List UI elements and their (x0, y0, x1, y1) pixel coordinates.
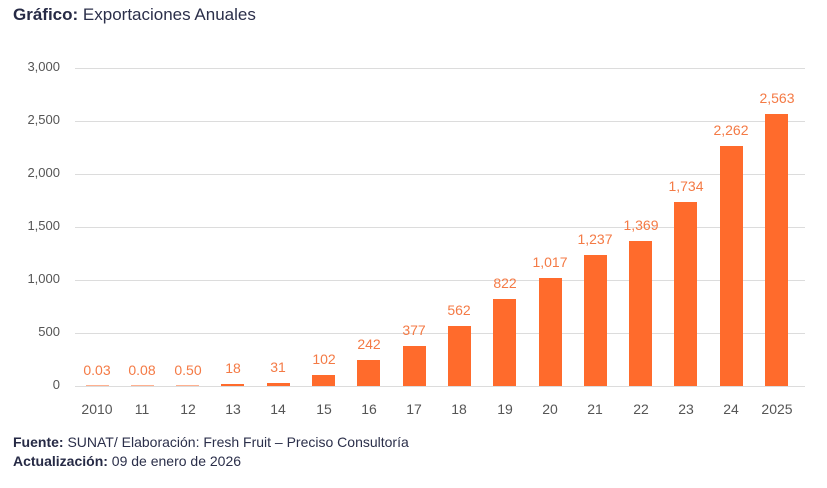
x-axis-tick-label: 18 (451, 401, 467, 417)
data-value-label: 562 (447, 302, 471, 318)
chart-title: Gráfico: Exportaciones Anuales (13, 5, 256, 25)
x-axis-tick-label: 22 (633, 401, 649, 417)
bar (131, 385, 154, 386)
data-value-label: 31 (270, 359, 286, 375)
gridline (75, 68, 805, 69)
bar (584, 255, 607, 386)
x-axis-tick-label: 11 (134, 401, 150, 417)
chart-title-prefix: Gráfico: (13, 5, 79, 24)
data-value-label: 377 (402, 322, 426, 338)
chart-title-text: Exportaciones Anuales (78, 5, 256, 24)
y-axis-tick-label: 1,500 (27, 218, 60, 233)
source-text: SUNAT/ Elaboración: Fresh Fruit – Precis… (63, 434, 409, 450)
bar (493, 299, 516, 386)
update-label: Actualización: (13, 453, 108, 469)
data-value-label: 0.03 (83, 362, 111, 378)
data-value-label: 822 (493, 275, 517, 291)
x-axis-tick-label: 15 (316, 401, 332, 417)
bar (403, 346, 426, 386)
bar (176, 385, 199, 386)
y-axis-tick-label: 3,000 (27, 59, 60, 74)
bar (674, 202, 697, 386)
bar (539, 278, 562, 386)
bar-chart: 0 500 1,000 1,500 2,000 2,500 3,000 0.03 2010 0.0… (27, 59, 805, 417)
x-axis-tick-label: 21 (587, 401, 603, 417)
y-axis-tick-label: 500 (38, 324, 60, 339)
x-axis-tick-label: 23 (678, 401, 694, 417)
data-value-label: 2,563 (759, 90, 795, 106)
gridline (75, 121, 805, 122)
source-note: Fuente: SUNAT/ Elaboración: Fresh Fruit … (13, 434, 409, 450)
bar (720, 146, 743, 386)
gridline (75, 174, 805, 175)
bar (267, 383, 290, 386)
x-axis-tick-label: 19 (497, 401, 513, 417)
data-value-label: 1,017 (532, 254, 568, 270)
update-text: 09 de enero de 2026 (107, 453, 242, 469)
x-axis-tick-label: 13 (225, 401, 241, 417)
bar (312, 375, 335, 386)
data-value-label: 1,237 (577, 231, 613, 247)
data-value-label: 1,369 (623, 217, 659, 233)
data-value-label: 242 (357, 336, 381, 352)
bar (86, 385, 109, 386)
x-axis-tick-label: 24 (723, 401, 739, 417)
data-value-label: 18 (225, 360, 241, 376)
bar (629, 241, 652, 386)
y-axis-tick-label: 2,500 (27, 112, 60, 127)
bar (357, 360, 380, 386)
source-label: Fuente: (13, 434, 64, 450)
update-note: Actualización: 09 de enero de 2026 (13, 453, 241, 469)
x-axis-tick-label: 20 (542, 401, 558, 417)
x-axis-tick-label: 16 (361, 401, 377, 417)
y-axis-tick-label: 0 (52, 377, 60, 392)
x-axis-tick-label: 17 (406, 401, 422, 417)
data-value-label: 0.50 (174, 362, 202, 378)
x-axis-tick-label: 12 (180, 401, 196, 417)
x-axis-tick-label: 14 (270, 401, 286, 417)
y-axis-tick-label: 1,000 (27, 271, 60, 286)
data-value-label: 0.08 (128, 362, 156, 378)
gridline (75, 386, 805, 387)
data-value-label: 102 (312, 351, 336, 367)
data-value-label: 1,734 (668, 178, 704, 194)
y-axis-tick-label: 2,000 (27, 165, 60, 180)
bar (448, 326, 471, 386)
data-value-label: 2,262 (713, 122, 749, 138)
bar (221, 384, 244, 386)
bar (765, 114, 788, 386)
x-axis-tick-label: 2010 (81, 401, 113, 417)
gridline (75, 280, 805, 281)
x-axis-tick-label: 2025 (761, 401, 793, 417)
gridline (75, 227, 805, 228)
gridline (75, 333, 805, 334)
